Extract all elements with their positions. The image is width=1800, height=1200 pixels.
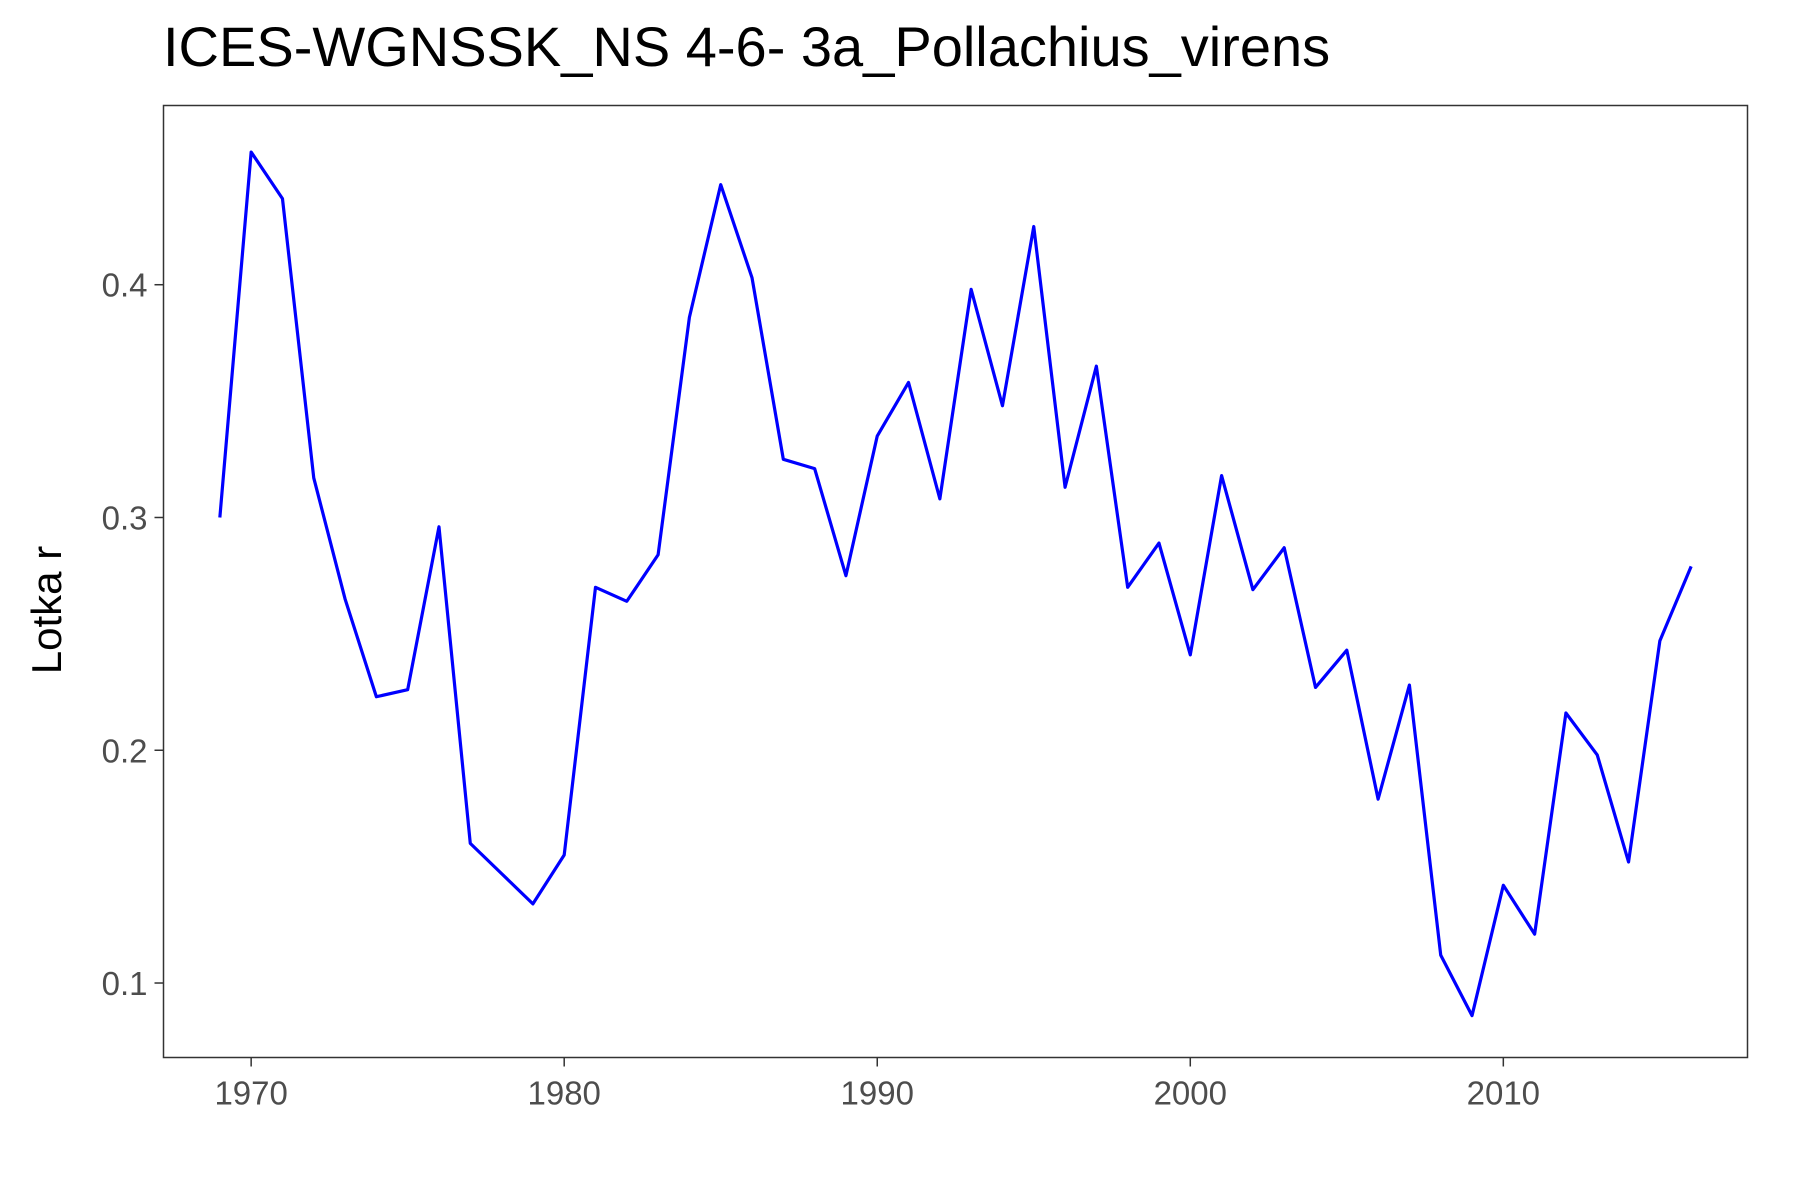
series-line-0	[218, 150, 1693, 1018]
chart-title: ICES-WGNSSK_NS 4-6- 3a_Pollachius_virens	[163, 15, 1330, 78]
plot-panel	[162, 104, 1749, 1059]
y-tick-label-0.3: 0.3	[102, 499, 148, 536]
y-axis-label: Lotka r	[23, 546, 70, 674]
y-tick-label-0.2: 0.2	[102, 732, 148, 769]
x-tick-label-1980: 1980	[527, 1075, 600, 1112]
x-tick-label-2000: 2000	[1154, 1075, 1227, 1112]
x-tick-label-1990: 1990	[841, 1075, 914, 1112]
chart-marks: 1970 1980 1990 2000 2010 0.1 0.2 0.3 0.4	[102, 150, 1693, 1112]
y-tick-label-0.4: 0.4	[102, 267, 148, 304]
x-tick-label-2010: 2010	[1467, 1075, 1540, 1112]
y-tick-label-0.1: 0.1	[102, 965, 148, 1002]
x-tick-label-1970: 1970	[214, 1075, 287, 1112]
